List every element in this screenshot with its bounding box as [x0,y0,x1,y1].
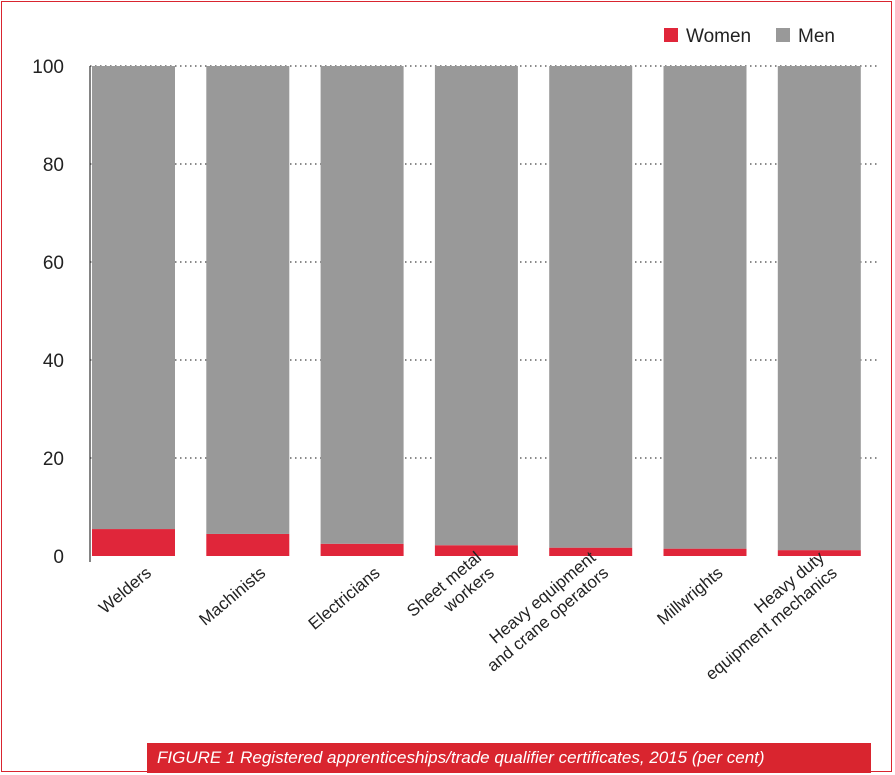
x-category-label: Machinists [195,563,269,629]
x-category-label-line: Millwrights [653,563,726,629]
y-tick-label: 100 [32,57,64,78]
x-category-label: Welders [95,563,155,617]
bar-women [92,529,175,556]
y-axis: 0 20 40 60 80 100 [32,57,91,568]
x-category-label-line: equipment mechanics [702,563,841,684]
bar-men [777,66,861,551]
y-tick-label: 40 [43,351,64,372]
figure-caption: FIGURE 1 Registered apprenticeships/trad… [147,743,871,773]
y-tick-label: 20 [43,449,64,470]
bar-men [206,66,290,534]
bar-women [206,533,290,556]
legend-swatch-men [776,28,790,42]
x-category-label-line: Machinists [195,563,269,629]
bar-men [92,66,175,530]
x-category-label: Sheet metalworkers [403,548,498,636]
x-category-label: Heavy equipmentand crane operators [471,548,613,676]
bar-men [434,66,518,546]
bar-men [663,66,747,549]
legend-label-men: Men [798,26,835,47]
bars [92,66,861,556]
bar-women [663,548,747,556]
x-category-label-line: Electricians [305,563,384,633]
bar-men [549,66,633,548]
x-category-label-line: Welders [95,563,155,617]
x-axis-labels: Welders Machinists Electricians Sheet metal… [95,547,841,683]
bar-women [434,545,518,556]
y-tick-label: 0 [53,547,64,568]
bar-women [549,547,633,556]
bar-women [777,550,861,556]
legend-swatch-women [664,28,678,42]
legend-label-women: Women [686,26,751,47]
x-category-label: Millwrights [653,563,726,629]
bar-men [320,66,404,544]
legend: Women Men [664,26,835,47]
x-category-label: Electricians [305,563,384,633]
bar-women [320,543,404,556]
y-tick-label: 60 [43,253,64,274]
y-tick-label: 80 [43,155,64,176]
